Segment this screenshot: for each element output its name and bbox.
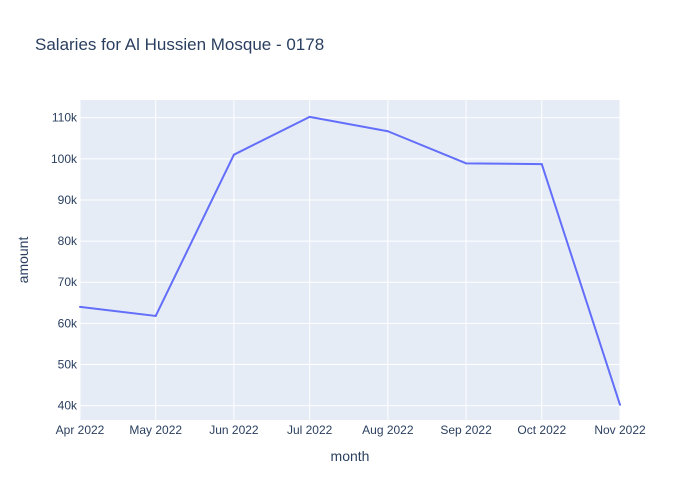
- y-tick-label: 110k: [52, 111, 78, 125]
- data-point: [232, 153, 235, 156]
- salary-series-line: [79, 115, 621, 406]
- y-tick-label: 60k: [58, 316, 78, 330]
- data-point: [386, 130, 389, 133]
- y-tick-label: 80k: [58, 234, 78, 248]
- x-tick-label: Aug 2022: [362, 423, 414, 437]
- y-axis-title: amount: [15, 237, 31, 284]
- data-point: [465, 162, 468, 165]
- y-tick-label: 100k: [51, 152, 78, 166]
- x-tick-label: Apr 2022: [56, 423, 105, 437]
- x-axis-title: month: [331, 448, 370, 464]
- data-point: [619, 403, 621, 406]
- series-layer: [79, 115, 621, 406]
- x-tick-label: Oct 2022: [517, 423, 566, 437]
- y-tick-label: 50k: [58, 357, 78, 371]
- x-axis-ticks: Apr 2022 May 2022 Jun 2022 Jul 2022 Aug 2022…: [56, 423, 646, 437]
- x-tick-label: Nov 2022: [594, 423, 646, 437]
- chart-title: Salaries for Al Hussien Mosque - 0178: [35, 35, 324, 54]
- y-tick-label: 90k: [58, 193, 78, 207]
- grid-lines: [79, 100, 621, 420]
- x-tick-label: Jul 2022: [287, 423, 333, 437]
- data-point: [540, 163, 543, 166]
- y-axis-ticks: 40k 50k 60k 70k 80k 90k 100k 110k: [51, 111, 78, 413]
- data-point: [308, 115, 311, 118]
- plot-background: [80, 100, 620, 420]
- data-point: [79, 305, 81, 308]
- y-tick-label: 40k: [58, 399, 78, 413]
- x-tick-label: Sep 2022: [440, 423, 492, 437]
- x-tick-label: Jun 2022: [209, 423, 259, 437]
- y-tick-label: 70k: [58, 275, 78, 289]
- x-tick-label: May 2022: [129, 423, 182, 437]
- data-point: [154, 314, 157, 317]
